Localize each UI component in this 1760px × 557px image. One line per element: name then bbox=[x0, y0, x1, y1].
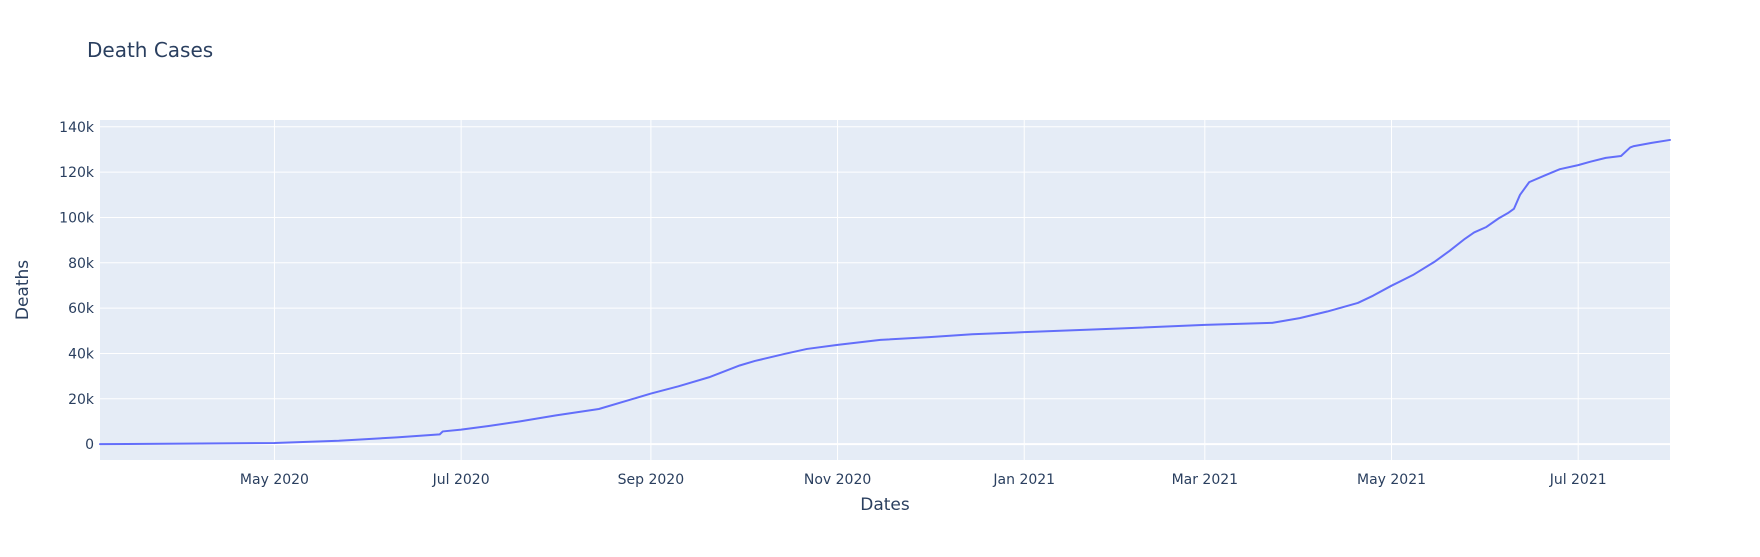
y-tick-label: 40k bbox=[68, 346, 95, 362]
x-tick-label: May 2020 bbox=[240, 472, 309, 488]
x-tick-label: Mar 2021 bbox=[1172, 472, 1239, 488]
series-layer bbox=[99, 138, 1671, 446]
y-tick-label: 100k bbox=[59, 210, 95, 226]
y-tick-label: 80k bbox=[68, 256, 95, 272]
x-axis-title: Dates bbox=[860, 495, 910, 515]
y-tick-label: 140k bbox=[59, 120, 95, 136]
y-tick-label: 20k bbox=[68, 392, 95, 408]
x-tick-label: May 2021 bbox=[1357, 472, 1426, 488]
x-axis: May 2020 Jul 2020 Sep 2020 Nov 2020 Jan 2021… bbox=[240, 472, 1607, 488]
chart-title: Death Cases bbox=[87, 38, 213, 62]
x-tick-label: Sep 2020 bbox=[618, 472, 684, 488]
x-tick-label: Nov 2020 bbox=[804, 472, 871, 488]
plot-area bbox=[100, 120, 1670, 460]
x-tick-label: Jul 2020 bbox=[432, 472, 490, 488]
y-tick-label: 120k bbox=[59, 165, 95, 181]
y-axis: 0 20k 40k 60k 80k 100k 120k 140k bbox=[59, 120, 95, 453]
x-tick-label: Jan 2021 bbox=[992, 472, 1055, 488]
gridlines bbox=[100, 120, 1670, 460]
y-tick-label: 0 bbox=[85, 437, 94, 453]
series-line-1 bbox=[99, 138, 1671, 446]
x-tick-label: Jul 2021 bbox=[1549, 472, 1607, 488]
y-axis-title: Deaths bbox=[13, 260, 33, 320]
y-tick-label: 60k bbox=[68, 301, 95, 317]
